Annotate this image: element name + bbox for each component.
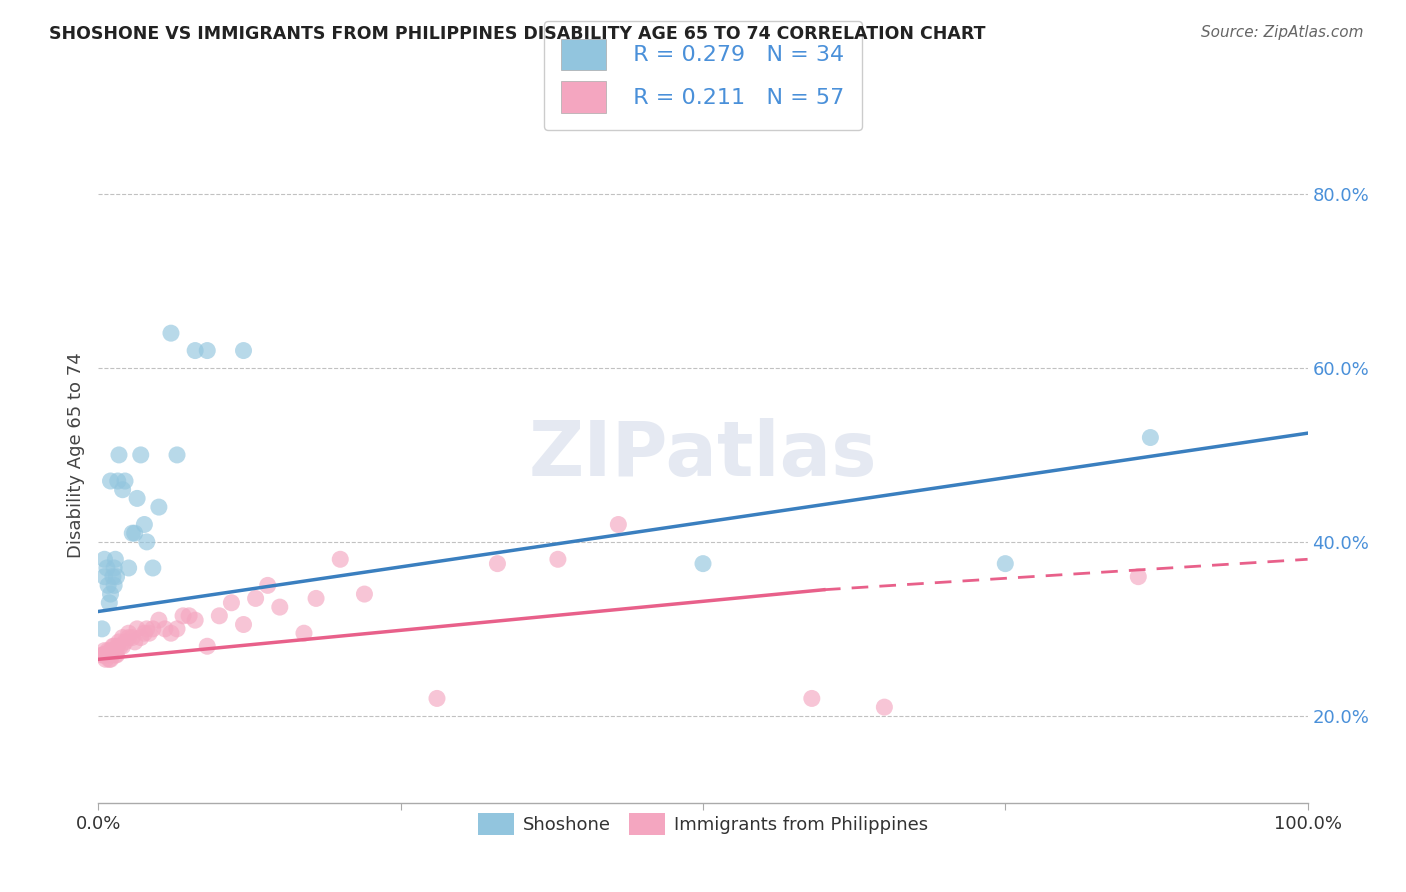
Point [104,552,127,566]
Point [208,608,231,623]
Point [97,643,120,657]
Point [305,591,328,606]
Point [160,326,183,341]
Point [129,448,152,462]
Point [111,639,134,653]
Point [105,648,128,662]
Point [118,631,141,645]
Point [103,578,125,592]
Point [114,635,136,649]
Point [94,652,117,666]
Point [101,639,124,653]
Point [100,474,122,488]
Point [121,526,143,541]
Point [91,648,114,662]
Point [172,608,194,623]
Point [1139,430,1161,444]
Point [134,626,156,640]
Point [486,557,509,571]
Point [101,570,124,584]
Point [800,691,823,706]
Point [105,570,128,584]
Point [107,474,129,488]
Point [142,622,165,636]
Point [93,643,115,657]
Point [103,561,125,575]
Point [98,596,121,610]
Point [873,700,896,714]
Point [138,626,160,640]
Point [142,561,165,575]
Point [91,622,114,636]
Point [93,648,115,662]
Point [148,613,170,627]
Point [184,343,207,358]
Point [153,622,176,636]
Point [166,448,188,462]
Point [232,617,254,632]
Point [692,557,714,571]
Point [118,626,141,640]
Point [107,639,129,653]
Point [108,448,131,462]
Point [111,631,134,645]
Point [103,639,125,653]
Point [329,552,352,566]
Point [93,570,115,584]
Point [111,483,134,497]
Point [97,578,120,592]
Point [127,622,149,636]
Point [100,652,122,666]
Point [108,635,131,649]
Point [607,517,630,532]
Text: Source: ZipAtlas.com: Source: ZipAtlas.com [1201,25,1364,40]
Point [160,626,183,640]
Point [100,643,122,657]
Point [221,596,243,610]
Point [129,631,152,645]
Legend: Shoshone, Immigrants from Philippines: Shoshone, Immigrants from Philippines [471,806,935,842]
Point [93,648,115,662]
Point [100,587,122,601]
Point [135,622,157,636]
Point [292,626,315,640]
Point [166,622,188,636]
Point [195,639,218,653]
Point [256,578,278,592]
Point [269,600,291,615]
Point [426,691,449,706]
Point [195,343,218,358]
Point [93,552,115,566]
Point [96,648,118,662]
Point [134,517,156,532]
Point [184,613,207,627]
Point [547,552,569,566]
Point [98,652,121,666]
Point [135,534,157,549]
Point [232,343,254,358]
Point [127,491,149,506]
Point [91,648,114,662]
Point [114,474,136,488]
Point [118,561,141,575]
Text: SHOSHONE VS IMMIGRANTS FROM PHILIPPINES DISABILITY AGE 65 TO 74 CORRELATION CHAR: SHOSHONE VS IMMIGRANTS FROM PHILIPPINES … [49,25,986,43]
Point [994,557,1017,571]
Point [124,526,146,541]
Y-axis label: Disability Age 65 to 74: Disability Age 65 to 74 [66,352,84,558]
Point [1128,570,1150,584]
Point [100,648,122,662]
Point [179,608,201,623]
Text: ZIPatlas: ZIPatlas [529,418,877,491]
Point [104,648,127,662]
Point [121,631,143,645]
Point [148,500,170,514]
Point [96,561,118,575]
Point [108,639,131,653]
Point [245,591,267,606]
Point [353,587,375,601]
Point [124,635,146,649]
